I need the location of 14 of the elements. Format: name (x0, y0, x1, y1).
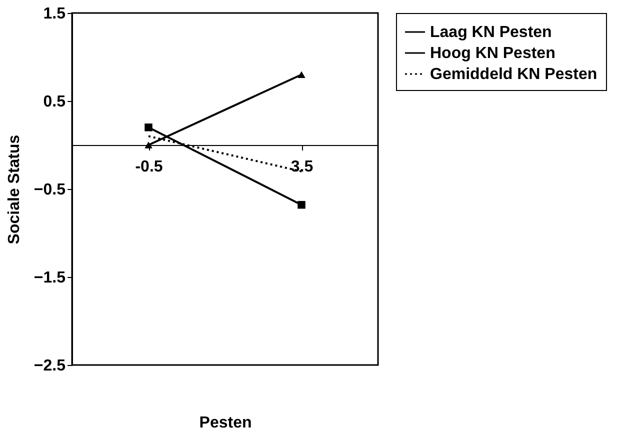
x-tick-label: 3.5 (290, 158, 314, 176)
y-tick-label: 0.5 (43, 94, 66, 110)
legend-label: Laag KN Pesten (430, 24, 552, 41)
x-axis-title: Pesten (199, 414, 252, 432)
point (144, 124, 152, 132)
legend-label: Hoog KN Pesten (430, 45, 556, 62)
point (298, 200, 306, 209)
x-tick-label: -0.5 (135, 158, 163, 176)
y-tick-label: −1.5 (34, 270, 66, 286)
legend-label: Gemiddeld KN Pesten (430, 66, 598, 83)
y-tick-label: −0.5 (34, 182, 66, 198)
y-tick-label: 1.5 (43, 6, 66, 22)
y-axis-title: Sociale Status (6, 134, 23, 244)
y-tick-label: −2.5 (34, 358, 66, 374)
